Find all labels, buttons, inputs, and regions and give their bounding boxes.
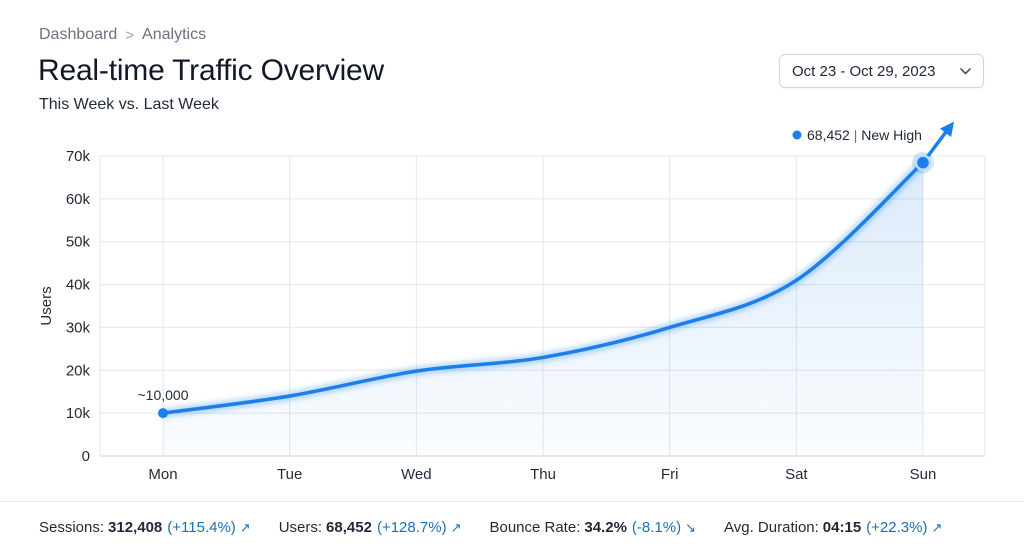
stat-bounce-rate: Bounce Rate: 34.2% (-8.1%) ↘ (489, 519, 696, 536)
arrow-up-right-icon: ↗ (450, 519, 462, 535)
breadcrumb: Dashboard > Analytics (39, 26, 206, 44)
x-tick-label: Sat (785, 466, 808, 483)
footer-divider (0, 501, 1024, 502)
y-tick-label: 40k (66, 277, 91, 294)
stat-change: (+128.7%) (376, 519, 447, 536)
data-point (158, 408, 168, 419)
chevron-down-icon (960, 64, 971, 78)
x-tick-label: Thu (530, 466, 556, 483)
stat-label: Avg. Duration: (724, 519, 819, 536)
y-tick-label: 60k (66, 191, 91, 208)
breadcrumb-analytics: Analytics (142, 26, 207, 43)
stat-change: (+115.4%) (167, 519, 236, 536)
stat-value: 68,452 (326, 519, 372, 536)
stat-change: (+22.3%) (866, 519, 928, 536)
x-tick-label: Sun (910, 466, 937, 483)
x-tick-label: Tue (277, 466, 302, 483)
end-annotation-separator: | (850, 127, 861, 143)
arrow-down-right-icon: ↘ (685, 519, 697, 535)
stat-value: 04:15 (822, 519, 862, 536)
stat-value: 34.2% (584, 519, 627, 536)
stat-label: Sessions: (39, 519, 105, 536)
start-annotation: ~10,000 (138, 387, 189, 403)
y-tick-label: 10k (66, 405, 91, 422)
legend-dot-icon (792, 130, 802, 140)
stat-label: Users: (278, 519, 323, 536)
arrow-up-right-icon: ↗ (239, 519, 251, 535)
end-annotation-value: 68,452 (807, 127, 850, 143)
y-tick-label: 0 (82, 448, 90, 465)
x-tick-label: Wed (401, 466, 432, 483)
end-annotation: 68,452 | New High (807, 127, 922, 143)
y-tick-label: 50k (66, 234, 91, 251)
y-axis-label: Users (38, 286, 55, 325)
stat-label: Bounce Rate: (489, 519, 581, 536)
breadcrumb-separator: > (125, 26, 135, 44)
stat-users: Users: 68,452 (+128.7%) ↗ (279, 519, 462, 536)
series-area (163, 162, 923, 456)
date-range-picker[interactable]: Oct 23 - Oct 29, 2023 (779, 54, 984, 88)
arrow-up-right-icon: ↗ (931, 519, 943, 535)
x-tick-label: Fri (661, 466, 679, 483)
date-range-value: Oct 23 - Oct 29, 2023 (792, 62, 936, 80)
y-tick-label: 20k (66, 362, 91, 379)
stat-avg-duration: Avg. Duration: 04:15 (+22.3%) ↗ (724, 519, 942, 536)
y-tick-label: 70k (66, 148, 91, 165)
traffic-line-chart: 0 10k 20k 30k 40k 50k 60k 70k Mon Tue Wed Thu Fri Sat… (38, 121, 986, 483)
stat-sessions: Sessions: 312,408 (+115.4%) ↗ (39, 519, 251, 536)
end-annotation-label: New High (861, 127, 922, 143)
data-point (914, 154, 932, 171)
page-subtitle: This Week vs. Last Week (39, 96, 219, 113)
page-title: Real-time Traffic Overview (38, 54, 384, 87)
breadcrumb-dashboard[interactable]: Dashboard (39, 26, 118, 43)
x-tick-label: Mon (148, 466, 177, 483)
stat-change: (-8.1%) (631, 519, 682, 536)
series-line (161, 160, 925, 415)
y-tick-label: 30k (66, 319, 91, 336)
summary-stats: Sessions: 312,408 (+115.4%) ↗ Users: 68,… (39, 519, 1008, 536)
stat-value: 312,408 (108, 519, 163, 536)
trend-arrow-head (939, 121, 954, 138)
